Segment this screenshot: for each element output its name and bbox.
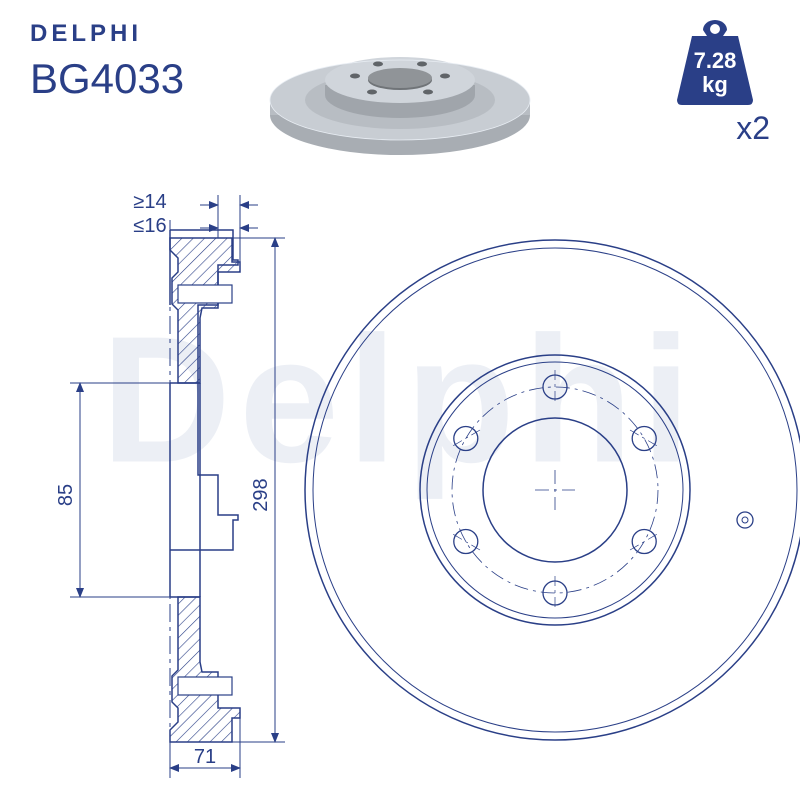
weight-badge: 7.28 kg x2 [670, 20, 770, 147]
brand-logo: DELPHI [30, 20, 142, 48]
disc-3d-render [260, 20, 540, 160]
part-number: BG4033 [30, 55, 184, 103]
dim-max-thickness: ≤16 [133, 215, 166, 237]
weight-unit: kg [702, 72, 728, 97]
dim-depth: 71 [194, 746, 216, 768]
dim-outer: 298 [250, 478, 272, 511]
weight-icon: 7.28 kg [670, 20, 760, 105]
dim-min-thickness: ≥14 [133, 191, 166, 213]
weight-value: 7.28 [694, 48, 737, 73]
front-view [305, 240, 800, 740]
section-view: ≥14 ≤16 85 298 [55, 191, 285, 778]
technical-drawing: ≥14 ≤16 85 298 [0, 190, 800, 780]
quantity-label: x2 [670, 110, 770, 147]
dim-bore: 85 [55, 484, 77, 506]
